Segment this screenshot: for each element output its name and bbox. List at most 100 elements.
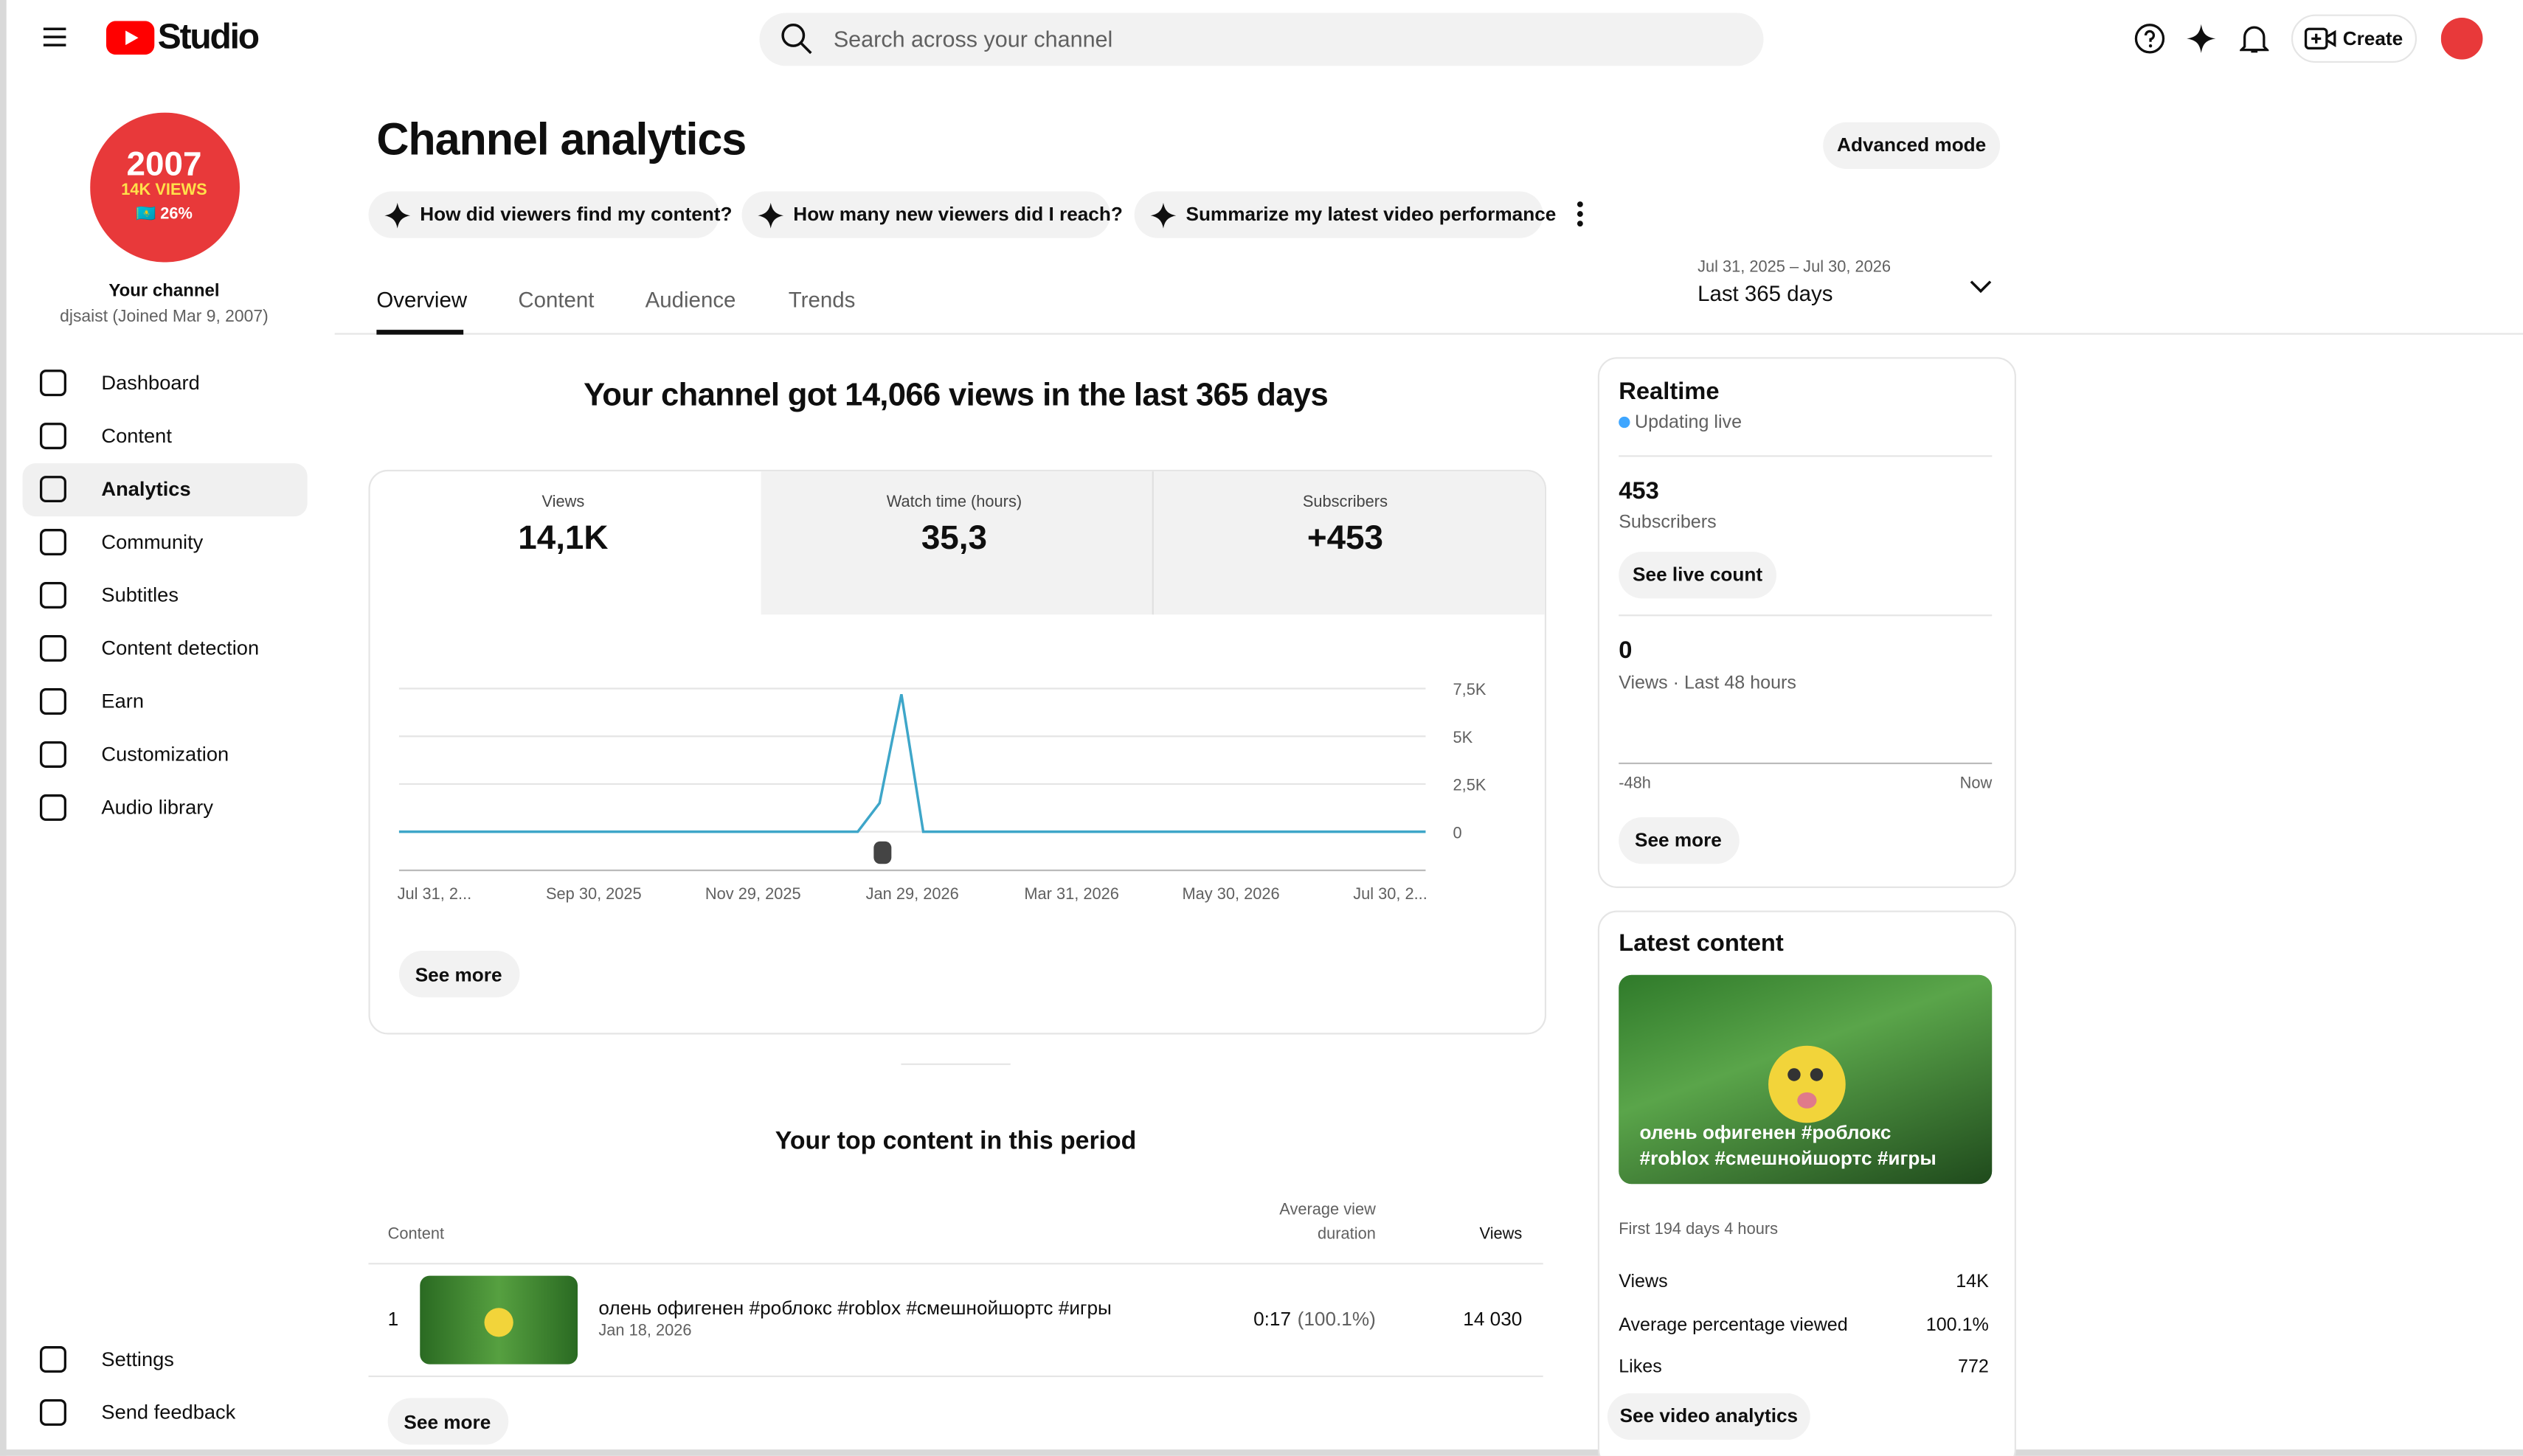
see-more-button[interactable] <box>1619 817 1740 864</box>
row-date: Jan 18, 2026 <box>598 1322 692 1340</box>
date-range[interactable]: Jul 31, 2025 – Jul 30, 2026 <box>1697 259 1892 277</box>
advanced-label[interactable]: Advanced mode <box>1837 134 1987 156</box>
divider <box>1152 471 1154 615</box>
views-count: 0 <box>1619 637 1633 665</box>
video-title[interactable]: олень офигенен #роблокс #roblox #смешной… <box>1639 1121 1937 1170</box>
account-avatar[interactable] <box>2440 17 2483 60</box>
nav-item[interactable]: Content <box>101 424 172 448</box>
nav-item[interactable]: Dashboard <box>101 371 200 395</box>
tabs-divider <box>334 333 2523 335</box>
live-count-button[interactable] <box>1619 552 1776 599</box>
y-tick-label: 5K <box>1453 728 1473 746</box>
see-more-button[interactable] <box>387 1398 509 1445</box>
x-tick-label: Jul 30, 2... <box>1353 884 1427 903</box>
tab[interactable]: Overview <box>376 288 468 313</box>
nav-item[interactable]: Send feedback <box>101 1401 236 1424</box>
frame-border <box>0 1449 2523 1456</box>
metric-value[interactable]: +453 <box>1307 519 1384 557</box>
x-tick-label: Jul 31, 2... <box>398 884 472 903</box>
search-icon[interactable] <box>781 23 813 55</box>
search-placeholder[interactable]: Search across your channel <box>833 25 1113 52</box>
table-header: duration <box>1318 1226 1376 1244</box>
create-button[interactable] <box>2291 14 2418 63</box>
metrics-card <box>368 469 1547 1035</box>
live-dot <box>1619 416 1630 429</box>
date-dropdown-icon[interactable] <box>1968 277 1994 296</box>
realtime-axis <box>1619 762 1993 765</box>
sparkle-icon[interactable] <box>2187 24 2216 53</box>
table-header: Content <box>387 1226 445 1244</box>
nav-item[interactable]: Settings <box>101 1348 174 1371</box>
metric-label[interactable]: Watch time (hours) <box>886 493 1022 512</box>
period-label: First 194 days 4 hours <box>1619 1221 1779 1239</box>
see-more-label[interactable]: See more <box>1634 828 1722 851</box>
metric-label[interactable]: Subscribers <box>1302 493 1388 512</box>
row-title[interactable]: олень офигенен #роблокс #roblox #смешной… <box>598 1296 1112 1320</box>
tab[interactable]: Content <box>518 288 595 313</box>
nav-item[interactable]: Analytics <box>101 477 191 501</box>
y-tick-label: 2,5K <box>1453 776 1487 794</box>
nav-icon <box>39 741 66 768</box>
channel-avatar[interactable] <box>90 112 240 263</box>
see-more-button[interactable] <box>398 951 520 998</box>
x-tick-label: Sep 30, 2025 <box>546 884 642 903</box>
nav-item[interactable]: Customization <box>101 743 229 766</box>
tab[interactable]: Audience <box>645 288 736 313</box>
views-line <box>398 693 1426 833</box>
live-count-label[interactable]: See live count <box>1633 563 1763 586</box>
see-more-label[interactable]: See more <box>404 1410 491 1434</box>
prompt-chip[interactable] <box>741 191 1110 238</box>
avatar-text: 2007 <box>126 146 202 184</box>
nav-icon <box>39 582 66 609</box>
help-icon[interactable] <box>2133 23 2166 55</box>
logo-icon[interactable] <box>105 21 155 55</box>
see-more-label[interactable]: See more <box>415 963 502 987</box>
axis-label: -48h <box>1619 775 1651 794</box>
metric-value[interactable]: 35,3 <box>921 519 987 557</box>
create-label[interactable]: Create <box>2342 27 2403 50</box>
prompt-label[interactable]: How did viewers find my content? <box>420 202 733 226</box>
shorts-icon <box>873 841 892 864</box>
period-label[interactable]: Last 365 days <box>1697 281 1833 306</box>
sparkle-icon <box>758 202 784 229</box>
nav-item[interactable]: Earn <box>101 690 145 713</box>
menu-icon[interactable] <box>42 26 68 49</box>
frame-border <box>0 0 7 1456</box>
headline: Your channel got 14,066 views in the las… <box>584 378 1329 414</box>
metric-value[interactable]: 14,1K <box>518 519 609 557</box>
logo-text[interactable]: Studio <box>157 15 260 57</box>
prompt-chip[interactable] <box>368 191 719 238</box>
create-icon <box>2304 27 2336 50</box>
section-title: Your top content in this period <box>775 1127 1137 1156</box>
nav-icon <box>39 687 66 715</box>
metric-label[interactable]: Views <box>541 493 585 512</box>
prompt-chip[interactable] <box>1134 191 1543 238</box>
tab-indicator <box>376 330 464 335</box>
more-icon[interactable] <box>1564 199 1596 228</box>
video-analytics-button[interactable] <box>1607 1393 1810 1441</box>
stat-value: 14K <box>1956 1272 1989 1292</box>
table-header: Views <box>1479 1226 1523 1244</box>
search-box[interactable] <box>759 13 1764 66</box>
live-status: Updating live <box>1635 413 1742 433</box>
divider <box>901 1063 1011 1065</box>
nav-active-bg <box>22 463 308 517</box>
x-tick-label: Nov 29, 2025 <box>705 884 801 903</box>
nav-item[interactable]: Content detection <box>101 637 260 660</box>
x-tick-label: Mar 31, 2026 <box>1024 884 1118 903</box>
prompt-label[interactable]: Summarize my latest video performance <box>1186 202 1557 226</box>
nav-item[interactable]: Audio library <box>101 796 213 819</box>
nav-icon <box>39 423 66 450</box>
card-title: Latest content <box>1619 929 1784 957</box>
advanced-button[interactable] <box>1823 122 2001 170</box>
notifications-icon[interactable] <box>2240 23 2269 55</box>
axis-label: Now <box>1959 775 1993 794</box>
nav-icon <box>39 476 66 503</box>
video-analytics-label[interactable]: See video analytics <box>1619 1404 1799 1427</box>
nav-item[interactable]: Community <box>101 530 204 554</box>
nav-item[interactable]: Subtitles <box>101 583 179 607</box>
tab[interactable]: Trends <box>788 288 856 313</box>
prompt-label[interactable]: How many new viewers did I reach? <box>793 202 1123 226</box>
